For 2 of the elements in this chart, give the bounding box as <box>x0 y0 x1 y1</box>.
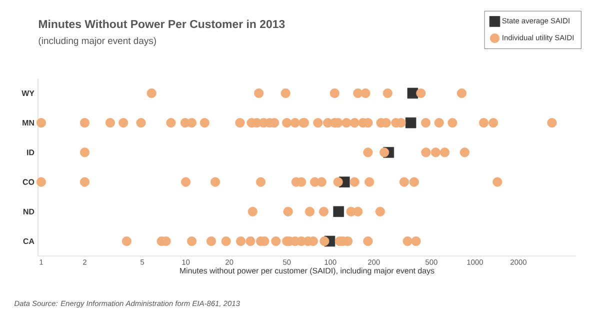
chart-subtitle: (including major event days) <box>38 37 156 46</box>
chart-title: Minutes Without Power Per Customer in 2013 <box>38 20 285 28</box>
